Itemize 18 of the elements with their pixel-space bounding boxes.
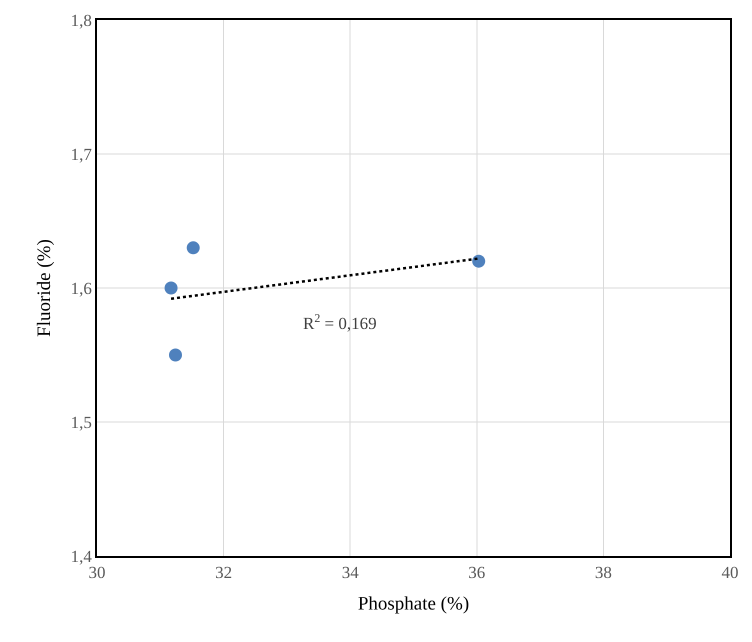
y-tick-label: 1,8	[70, 10, 92, 30]
point	[168, 348, 182, 362]
x-tick-label: 38	[594, 563, 612, 582]
y-tick-label: 1,6	[70, 278, 92, 298]
x-tick-label: 40	[722, 563, 738, 582]
x-tick-label: 32	[215, 563, 232, 582]
point	[164, 282, 178, 294]
x-axis-title: Phosphate (%)	[358, 593, 470, 614]
y-tick-label: 1,7	[70, 144, 92, 164]
y-axis-title: Fluoride (%)	[34, 239, 55, 337]
annotation: R$^{2}$ = 0,169	[303, 311, 377, 334]
x-tick-label: 30	[88, 563, 106, 582]
y-tick-label: 1,5	[70, 412, 92, 432]
y-tick-label: 1,4	[70, 546, 92, 566]
x-tick-label: 36	[468, 563, 486, 582]
point	[472, 254, 486, 268]
point	[186, 241, 200, 254]
x-tick-label: 34	[342, 563, 360, 582]
